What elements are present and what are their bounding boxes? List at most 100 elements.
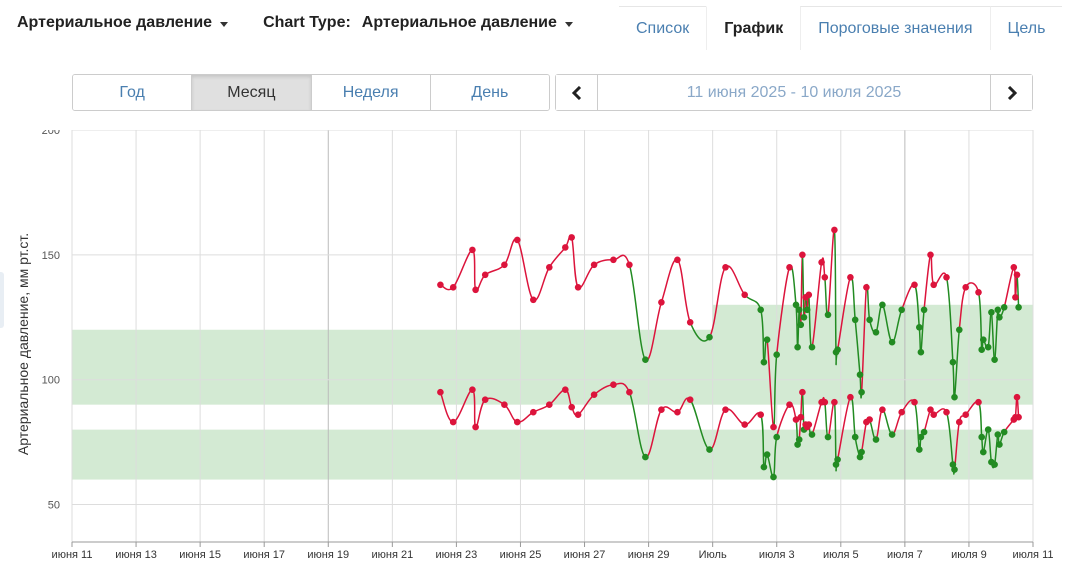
systolic-point [760,358,768,366]
systolic-point [1013,271,1021,279]
systolic-line-segment [1016,274,1020,308]
side-handle[interactable] [0,272,4,328]
systolic-point [706,333,713,341]
systolic-point [770,423,777,431]
systolic-point [951,393,958,401]
systolic-point [797,321,805,329]
prev-period-button[interactable] [556,75,598,110]
diastolic-point [832,461,840,468]
systolic-point [888,338,896,346]
diastolic-point [481,396,489,404]
systolic-point [975,289,982,296]
systolic-point [927,251,934,259]
date-navigator: 11 июня 2025 - 10 июля 2025 [555,74,1033,111]
period-year-button[interactable]: Год [73,75,192,110]
diastolic-point [943,408,950,416]
systolic-point [991,356,998,363]
systolic-point [626,261,633,269]
diastolic-point [996,441,1003,448]
systolic-point [642,356,649,363]
period-day-button[interactable]: День [429,75,549,110]
y-tick-label: 150 [42,250,60,262]
diastolic-point [831,398,838,406]
x-tick-label: Июль [699,549,727,561]
tab-chart[interactable]: График [706,6,800,50]
diastolic-point [956,418,963,426]
diastolic-point [590,391,598,399]
diastolic-point [994,431,1002,438]
systolic-line-segment [923,254,932,310]
diastolic-point [916,446,923,453]
period-week-button[interactable]: Неделя [310,75,430,110]
diastolic-point [991,461,998,468]
systolic-line-segment [811,262,823,348]
systolic-point [514,236,521,244]
metric-dropdown[interactable]: Артериальное давление [17,14,229,32]
diastolic-point [824,433,832,441]
systolic-point [858,388,865,396]
diastolic-point [872,436,880,443]
x-tick-label: июня 21 [371,549,413,561]
systolic-line-segment [660,259,678,303]
date-range-label: 11 июня 2025 - 10 июля 2025 [686,84,902,101]
diastolic-point [773,433,780,441]
diastolic-point [866,416,873,423]
diastolic-point [706,446,713,453]
x-tick-label: июня 19 [307,549,349,561]
next-period-button[interactable] [990,75,1032,110]
systolic-point [916,324,923,331]
systolic-point [872,329,880,336]
diastolic-point [1013,393,1021,401]
diastolic-point [821,398,829,406]
diastolic-point [626,388,633,396]
systolic-point [449,284,457,291]
diastolic-point [674,408,681,416]
systolic-point [996,314,1003,321]
systolic-line-segment [788,264,797,305]
diastolic-point [546,401,553,409]
period-month-button[interactable]: Месяц [191,75,311,110]
systolic-point [792,301,800,309]
tab-list[interactable]: Список [619,6,707,50]
tab-goal[interactable]: Цель [989,6,1063,50]
diastolic-point [984,426,992,433]
x-tick-label: июня 13 [115,549,157,561]
systolic-point [847,274,854,281]
caret-down-icon [564,21,573,27]
tab-thresholds[interactable]: Пороговые значения [800,6,990,50]
diastolic-point [763,451,771,458]
y-tick-label: 200 [42,130,60,137]
x-tick-label: июня 29 [628,549,670,561]
view-tabs: Список График Пороговые значения Цель [619,6,1063,50]
systolic-point [949,358,957,366]
systolic-point [562,244,569,251]
systolic-point [501,261,508,269]
diastolic-point [610,381,617,388]
diastolic-point [722,406,729,414]
diastolic-point [794,441,801,448]
diastolic-point [917,433,925,441]
diastolic-point [920,428,928,436]
chart-type-dropdown[interactable]: Артериальное давление [362,14,573,32]
diastolic-line-segment [923,409,932,433]
x-tick-label: июня 17 [243,549,285,561]
systolic-point [794,343,801,351]
diastolic-point [858,448,865,456]
systolic-point [831,226,838,234]
x-tick-label: июля 11 [1012,549,1053,561]
systolic-point [786,264,793,271]
systolic-point [911,281,918,289]
diastolic-point [437,388,444,396]
header-selectors: Артериальное давление Chart Type: Артери… [17,14,573,32]
diastolic-point [786,401,793,409]
diastolic-point [879,406,886,414]
diastolic-point [530,408,537,416]
diastolic-point [949,461,957,468]
diastolic-point [930,411,937,419]
diastolic-point [962,411,969,419]
systolic-point [722,264,729,271]
diastolic-point [808,431,816,438]
diastolic-point [658,406,665,414]
systolic-point [824,311,832,319]
diastolic-point [980,448,987,456]
